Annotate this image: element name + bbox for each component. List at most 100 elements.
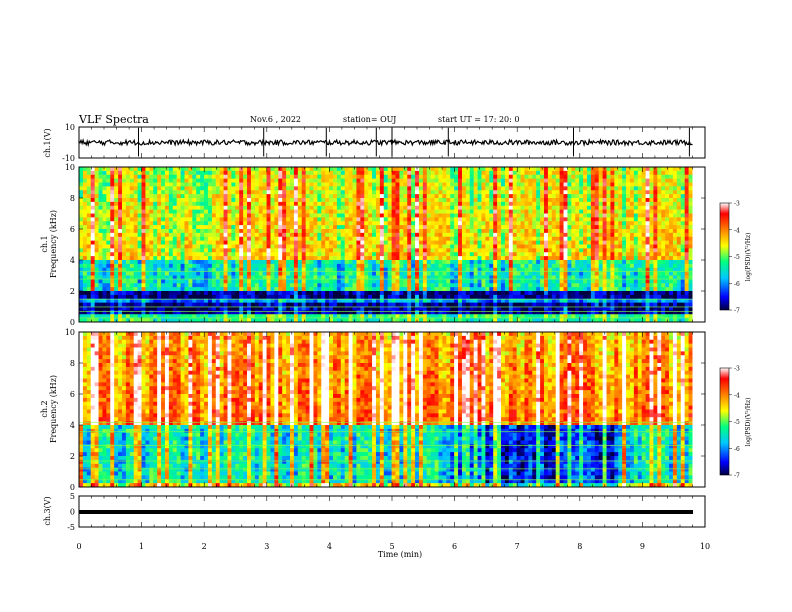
spec-cell [164, 260, 170, 265]
spec-cell [180, 182, 185, 187]
spec-cell [446, 236, 451, 242]
spec-cell [239, 170, 244, 176]
spec-cell [301, 267, 307, 273]
spec-cell [172, 178, 178, 183]
spec-cell [215, 186, 221, 191]
spec-cell [352, 271, 357, 276]
spec-cell [489, 236, 494, 242]
spec-cell [567, 260, 572, 265]
spec-cell [383, 217, 389, 222]
spec-cell [207, 232, 213, 238]
spec-cell [590, 256, 596, 261]
spec-cell [520, 279, 525, 284]
spec-cell [125, 186, 131, 191]
spec-cell [239, 186, 244, 191]
spec-cell [434, 178, 439, 183]
spec-cell [121, 178, 127, 183]
spec-cell [586, 209, 592, 214]
spec-cell [282, 271, 287, 276]
spec-cell [657, 279, 662, 284]
spec-cell [274, 283, 279, 288]
spec-cell [504, 240, 510, 245]
spec-cell [563, 283, 568, 288]
spec-cell [110, 287, 115, 292]
spec-cell [430, 205, 435, 211]
spec-cell [489, 182, 494, 187]
spec-cell [411, 252, 416, 257]
spec-cell [629, 236, 635, 242]
spec-cell [141, 229, 146, 234]
spec-cell [618, 201, 623, 207]
spec-cell [579, 205, 584, 211]
spec-cell [172, 275, 178, 280]
spec-cell [286, 217, 291, 222]
spec-cell [575, 201, 580, 207]
spec-cell [188, 244, 193, 249]
spec-cell [219, 283, 224, 288]
spec-cell [430, 194, 435, 199]
spec-cell [469, 240, 475, 245]
spec-cell [575, 248, 580, 253]
spec-cell [661, 182, 666, 187]
spec-cell [524, 198, 529, 203]
spec-cell [501, 174, 506, 180]
spec-cell [579, 248, 584, 253]
spec-cell [360, 170, 365, 176]
spec-cell [485, 190, 490, 195]
spec-cell [207, 182, 213, 187]
spec-cell [336, 232, 342, 238]
spec-cell [161, 267, 166, 273]
spec-cell [672, 263, 678, 269]
spec-cell [102, 287, 107, 292]
spec-cell [618, 170, 623, 176]
spec-cell [372, 248, 377, 253]
spec-cell [188, 287, 193, 292]
spec-cell [497, 186, 502, 191]
spec-cell [454, 178, 459, 183]
spec-cell [688, 229, 693, 234]
spec-cell [555, 182, 561, 187]
spec-cell [301, 252, 307, 257]
spec-cell [383, 287, 389, 292]
spec-cell [606, 271, 611, 276]
spec-cell [618, 182, 623, 187]
spec-cell [180, 279, 185, 284]
spec-cell [653, 221, 658, 226]
spec-cell [637, 194, 643, 199]
spec-cell [157, 240, 162, 245]
spec-cell [313, 213, 318, 218]
spec-cell [239, 209, 244, 214]
spec-cell [622, 240, 627, 245]
spec-cell [90, 279, 96, 284]
spec-cell [129, 213, 135, 218]
spec-cell [207, 167, 213, 172]
spec-cell [137, 232, 142, 238]
spec-cell [133, 275, 139, 280]
spec-cell [118, 271, 123, 276]
spec-cell [153, 252, 158, 257]
spec-cell [133, 267, 139, 273]
spec-cell [219, 170, 224, 176]
spec-cell [145, 263, 150, 269]
spec-cell [532, 217, 537, 222]
spec-cell [149, 213, 154, 218]
spec-cell [133, 217, 139, 222]
spec-cell [532, 167, 537, 172]
spec-cell [153, 225, 158, 230]
spec-cell [563, 170, 568, 176]
spec-cell [657, 198, 662, 203]
spec-cell [149, 260, 154, 265]
spec-cell [321, 198, 326, 203]
spec-cell [352, 236, 357, 242]
spec-cell [254, 178, 260, 183]
spec-cell [407, 225, 412, 230]
spec-cell [282, 279, 287, 284]
spec-cell [344, 194, 350, 199]
spec-cell [176, 229, 181, 234]
spec-cell [110, 275, 115, 280]
spec-cell [286, 260, 291, 265]
spec-cell [309, 186, 314, 191]
spec-cell [485, 221, 490, 226]
spec-cell [637, 275, 643, 280]
spec-cell [90, 213, 96, 218]
